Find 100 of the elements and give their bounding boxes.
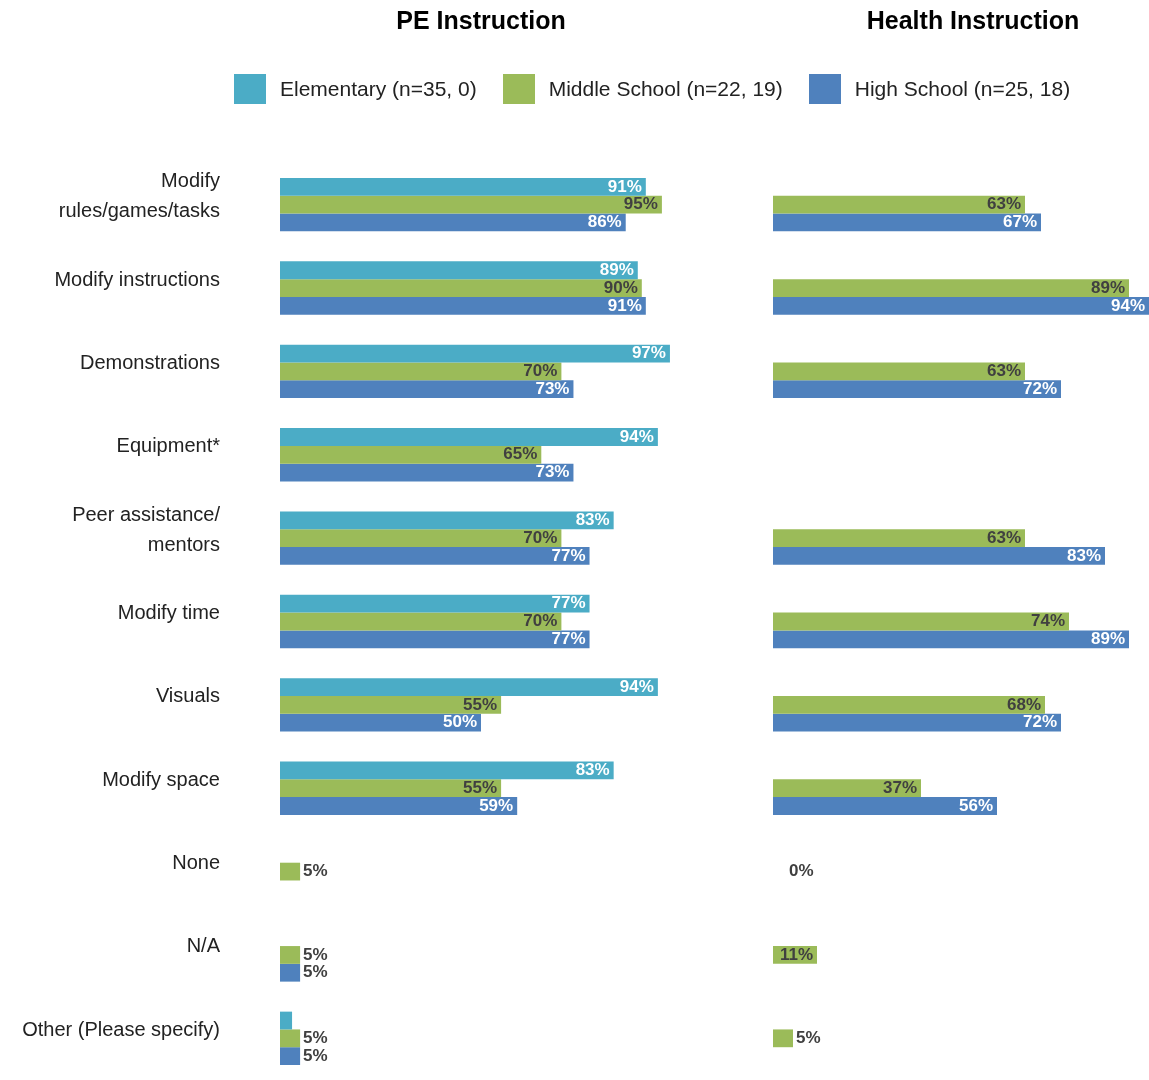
data-label: 37%: [882, 777, 917, 797]
y-tick-label: Modify time: [117, 601, 220, 624]
bar: [280, 779, 502, 798]
data-label: 83%: [575, 510, 610, 530]
bar: [280, 594, 590, 613]
data-label: 86%: [587, 212, 622, 232]
bar: [773, 279, 1129, 297]
data-label: 63%: [986, 194, 1021, 214]
data-label: 91%: [607, 295, 642, 315]
bar: [280, 797, 518, 815]
bar: [280, 695, 502, 714]
data-label: 97%: [631, 343, 666, 363]
data-label: 95%: [623, 194, 658, 214]
y-tick-label: Modify space: [102, 767, 220, 790]
bar: [280, 511, 614, 530]
bar: [280, 428, 658, 446]
data-label: 89%: [1090, 628, 1125, 648]
data-label: 56%: [958, 795, 993, 815]
data-label: 89%: [1090, 277, 1125, 297]
legend-label: Elementary (n=35, 0): [280, 77, 477, 101]
bar: [280, 761, 614, 780]
bar: [280, 213, 626, 232]
bar: [773, 213, 1041, 232]
bar: [280, 1047, 301, 1065]
data-label: 94%: [1110, 295, 1145, 315]
bar: [280, 344, 670, 363]
data-label: 68%: [1006, 694, 1041, 714]
chart-title: Health Instruction: [866, 6, 1080, 35]
bar: [280, 529, 562, 548]
data-label: 94%: [619, 676, 654, 696]
bar: [280, 946, 301, 964]
y-tick-label: Equipment*: [116, 434, 221, 457]
bar: [773, 529, 1025, 548]
bar: [773, 195, 1025, 214]
data-label: 77%: [551, 545, 586, 565]
bar: [280, 1011, 293, 1030]
data-label: 91%: [607, 176, 642, 196]
data-label: 11%: [779, 944, 813, 964]
bar: [773, 380, 1061, 399]
bar: [773, 612, 1069, 631]
bar: [773, 296, 1149, 315]
bar: [280, 1029, 301, 1048]
bar: [280, 178, 646, 196]
bar: [280, 296, 646, 315]
bar: [773, 1029, 793, 1048]
data-label: 63%: [986, 527, 1021, 547]
y-tick-label: None: [172, 851, 220, 874]
bar: [280, 195, 662, 214]
bar: [773, 630, 1129, 649]
data-label: 83%: [1066, 545, 1101, 565]
data-label: 5%: [303, 1045, 328, 1065]
bar: [280, 963, 301, 982]
data-label: 72%: [1022, 378, 1057, 398]
bar: [280, 380, 574, 399]
bar: [280, 261, 638, 280]
data-label: 0%: [789, 861, 814, 881]
data-label: 67%: [1002, 212, 1037, 232]
bar: [280, 362, 562, 381]
bar: [280, 862, 301, 881]
data-label: 72%: [1022, 712, 1057, 732]
bar: [280, 678, 658, 696]
data-label: 5%: [303, 861, 328, 881]
bar: [280, 713, 481, 732]
data-label: 63%: [986, 361, 1021, 381]
bar: [280, 279, 642, 297]
data-label: 90%: [603, 277, 638, 297]
data-label: 89%: [599, 259, 634, 279]
bar: [280, 547, 590, 565]
y-tick-label: Visuals: [155, 684, 220, 707]
y-tick-label: N/A: [186, 934, 221, 957]
data-label: 5%: [796, 1028, 821, 1048]
data-label: 5%: [303, 1028, 328, 1048]
data-label: 59%: [479, 795, 514, 815]
bar: [773, 547, 1105, 565]
data-label: 65%: [503, 444, 538, 464]
data-label: 5%: [303, 944, 328, 964]
bar: [280, 445, 542, 464]
data-label: 77%: [551, 628, 586, 648]
data-label: 73%: [535, 378, 570, 398]
bar: [773, 797, 997, 815]
data-label: 5%: [303, 962, 328, 982]
bar: [773, 713, 1061, 732]
data-label: 70%: [523, 611, 558, 631]
data-label: 83%: [575, 760, 610, 780]
data-label: 94%: [619, 426, 654, 446]
y-tick-label: Peer assistance/ mentors: [72, 502, 221, 555]
bar: [280, 463, 574, 482]
bar: [280, 612, 562, 631]
y-tick-label: Demonstrations: [79, 350, 220, 373]
bar: [280, 630, 590, 649]
data-label: 77%: [551, 593, 586, 613]
data-label: 55%: [463, 777, 498, 797]
chart-title: PE Instruction: [396, 6, 566, 35]
data-label: 73%: [535, 462, 570, 482]
y-tick-label: Other (Please specify): [22, 1017, 220, 1040]
bar: [773, 779, 921, 798]
data-label: 70%: [523, 361, 558, 381]
legend-label: High School (n=25, 18): [854, 77, 1071, 101]
data-label: 74%: [1030, 611, 1065, 631]
data-label: 55%: [463, 694, 498, 714]
